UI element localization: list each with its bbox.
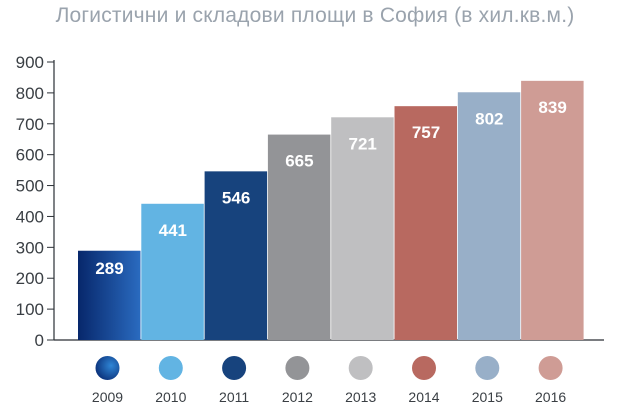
y-tick-label: 300 <box>16 238 44 257</box>
bar-value-label: 839 <box>538 98 566 117</box>
x-tick-label: 2011 <box>219 389 249 405</box>
bar-2011 <box>204 171 268 340</box>
bar-value-label: 289 <box>95 259 123 278</box>
bar-value-label: 665 <box>285 152 313 171</box>
bar-2010 <box>141 203 204 340</box>
bar-2013 <box>331 117 394 341</box>
y-tick-label: 200 <box>16 269 44 288</box>
legend-dot-2012 <box>285 356 310 380</box>
legend-dot-2015 <box>475 356 500 380</box>
y-tick-label: 600 <box>16 146 44 165</box>
bar-value-label: 757 <box>412 123 440 142</box>
legend-dot-2013 <box>348 356 373 380</box>
x-tick-label: 2010 <box>155 389 186 405</box>
y-tick-label: 0 <box>35 331 44 350</box>
chart-title: Логистични и складови площи в София (в х… <box>55 4 575 27</box>
legend-dot-2009 <box>95 356 120 380</box>
y-tick-label: 400 <box>16 207 44 226</box>
legend-dot-2011 <box>222 356 247 380</box>
bar-2009 <box>78 250 141 340</box>
x-tick-label: 2013 <box>345 389 376 405</box>
bar-value-label: 546 <box>222 188 250 207</box>
x-tick-label: 2009 <box>92 389 123 405</box>
legend-dot-2016 <box>538 356 563 380</box>
x-tick-label: 2014 <box>408 389 439 405</box>
legend-dot-2010 <box>158 356 183 380</box>
x-tick-label: 2015 <box>472 389 503 405</box>
bar-2014 <box>394 106 457 340</box>
x-tick-label: 2012 <box>282 389 313 405</box>
bar-value-label: 802 <box>475 109 503 128</box>
y-tick-label: 900 <box>16 53 44 72</box>
bar-2015 <box>457 92 521 340</box>
x-tick-label: 2016 <box>535 389 566 405</box>
legend-dot-2014 <box>412 356 436 380</box>
bar-2016 <box>521 80 584 340</box>
bar-value-label: 441 <box>159 221 187 240</box>
bar-2012 <box>267 134 331 340</box>
y-tick-label: 100 <box>16 300 44 319</box>
y-tick-label: 800 <box>16 84 44 103</box>
bar-value-label: 721 <box>349 134 377 153</box>
y-tick-label: 500 <box>16 177 44 196</box>
y-tick-label: 700 <box>16 115 44 134</box>
